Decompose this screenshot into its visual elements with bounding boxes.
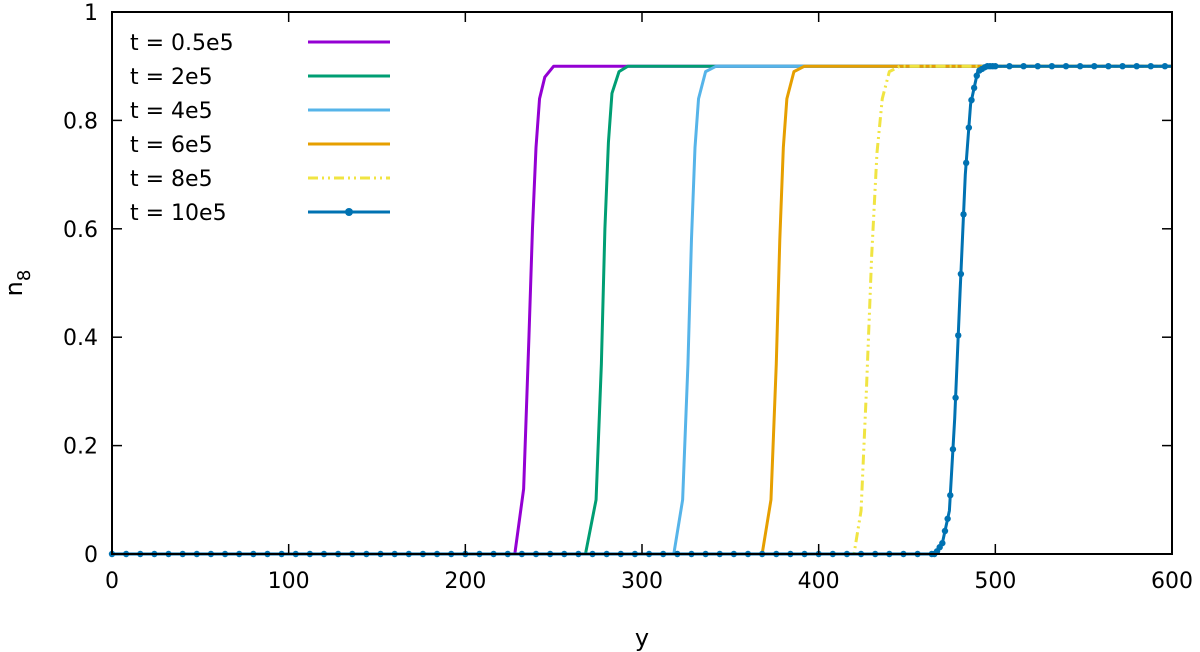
- x-tick-label: 300: [621, 569, 663, 594]
- series-point: [1076, 62, 1084, 70]
- legend-label-3: t = 4e5: [130, 99, 213, 124]
- y-axis-label-main: n: [0, 281, 28, 296]
- series-point: [1105, 62, 1112, 70]
- x-axis-ticks: 0 100 200 300 400 500 600: [105, 12, 1193, 594]
- y-axis-label: n8: [0, 270, 35, 297]
- y-axis-label-subscript: 8: [14, 270, 35, 281]
- x-tick-label: 100: [268, 569, 310, 594]
- y-axis-ticks: 0 0.2 0.4 0.6 0.8 1: [63, 1, 1172, 568]
- x-tick-label: 0: [105, 569, 119, 594]
- series-point: [1119, 62, 1126, 70]
- y-tick-label: 1: [84, 1, 98, 26]
- series-point: [1091, 62, 1098, 70]
- series-point: [941, 527, 949, 535]
- series-point: [955, 332, 962, 339]
- series-point: [1133, 62, 1140, 70]
- legend-label-5: t = 8e5: [130, 167, 213, 192]
- series-point: [947, 492, 954, 499]
- y-tick-label: 0.6: [63, 218, 98, 243]
- y-tick-label: 0.2: [63, 435, 98, 460]
- series-point: [1147, 62, 1155, 70]
- series-line-2: [112, 64, 1172, 556]
- legend-label-6: t = 10e5: [130, 201, 227, 226]
- series-line-5: [112, 64, 1172, 556]
- series-line-1: [112, 64, 1172, 556]
- series-point: [960, 211, 967, 218]
- series-point: [965, 124, 973, 131]
- legend-label-1: t = 0.5e5: [130, 31, 234, 56]
- legend: t = 0.5e5 t = 2e5 t = 4e5 t = 6e5 t = 8e5 t =…: [130, 31, 390, 226]
- series-layer: [108, 62, 1172, 558]
- legend-swatch-point: [345, 208, 353, 216]
- series-line-4: [112, 64, 1172, 556]
- x-tick-label: 400: [798, 569, 840, 594]
- legend-label-2: t = 2e5: [130, 65, 213, 90]
- series-point: [957, 270, 965, 278]
- x-tick-label: 200: [444, 569, 486, 594]
- series-line-6: [112, 64, 1172, 556]
- series-point: [949, 446, 957, 453]
- x-tick-label: 600: [1151, 569, 1193, 594]
- series-point: [939, 539, 946, 547]
- y-tick-label: 0.4: [63, 326, 98, 351]
- series-point: [1034, 62, 1041, 70]
- series-point: [973, 72, 980, 79]
- y-tick-label: 0.8: [63, 109, 98, 134]
- series-line-3: [112, 64, 1172, 556]
- series-point: [1062, 62, 1070, 70]
- x-axis-label: y: [635, 624, 649, 652]
- series-point: [1020, 62, 1027, 70]
- series-point: [1006, 62, 1013, 70]
- legend-label-4: t = 6e5: [130, 133, 213, 158]
- series-point: [992, 62, 999, 70]
- plot-frame: [111, 11, 1173, 555]
- series-point: [962, 159, 970, 167]
- series-point: [970, 84, 978, 92]
- series-point: [1161, 62, 1169, 70]
- series-point: [944, 515, 951, 522]
- series-point: [952, 394, 959, 401]
- y-tick-label: 0: [84, 543, 98, 568]
- x-tick-label: 500: [974, 569, 1016, 594]
- series-point: [1048, 62, 1056, 70]
- series-point: [968, 96, 975, 104]
